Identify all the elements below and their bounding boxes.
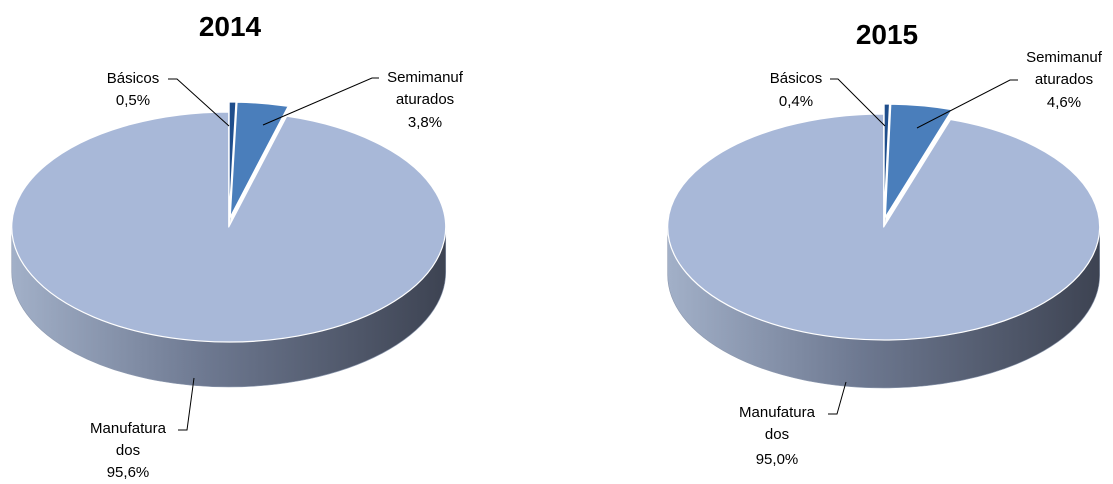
slice-name-line: Manufatura (90, 420, 167, 437)
svg-text:aturados: aturados (396, 91, 454, 108)
pie-slice-b-sicos (228, 101, 237, 218)
pie-chart-2014: 2014 Básicos 0,5% Semimanuf aturados 3,8… (11, 11, 464, 481)
pie-slice-manufaturados (11, 111, 447, 343)
leader-line (178, 377, 195, 431)
slice-value-label: 4,6% (1047, 94, 1081, 111)
svg-text:aturados: aturados (1035, 71, 1093, 88)
slice-value-label: 95,6% (107, 464, 150, 481)
pie-slice-b-sicos (883, 103, 891, 218)
svg-text:dos: dos (765, 426, 789, 443)
slice-name-line: Básicos (770, 70, 823, 87)
chart-title: 2014 (199, 11, 262, 42)
svg-text:Manufatura: Manufatura (739, 404, 816, 421)
slice-value-label: 0,5% (116, 92, 150, 109)
leader-line (916, 79, 1018, 129)
slice-label-semimanufaturados: Semimanuf aturados 4,6% (916, 49, 1103, 129)
pie-slice-semimanufaturados (229, 101, 289, 218)
slice-value-label: 95,0% (756, 451, 799, 468)
chart-title: 2015 (856, 19, 918, 50)
slice-label-manufaturados: Manufatura dos 95,0% (739, 381, 847, 468)
leader-line (168, 78, 230, 127)
leader-line (262, 77, 379, 126)
slice-value-label: 0,4% (779, 93, 813, 110)
svg-text:Semimanuf: Semimanuf (1026, 49, 1103, 66)
slice-label-semimanufaturados: Semimanuf aturados 3,8% (262, 69, 464, 131)
slice-name-line: Básicos (107, 70, 160, 87)
slice-name-line: dos (116, 442, 140, 459)
svg-text:Semimanuf: Semimanuf (387, 69, 464, 86)
slice-label-basicos: Básicos 0,5% (107, 70, 230, 127)
svg-text:Básicos: Básicos (770, 70, 823, 87)
leader-line (828, 381, 847, 415)
slice-name-line: Manufatura (739, 404, 816, 421)
svg-text:Básicos: Básicos (107, 70, 160, 87)
slice-value-label: 3,8% (408, 114, 442, 131)
slice-name-line: dos (765, 426, 789, 443)
slice-name-line: Semimanuf (387, 69, 464, 86)
slice-label-manufaturados: Manufatura dos 95,6% (90, 377, 195, 481)
slice-name-line: aturados (1035, 71, 1093, 88)
pie-slice-manufaturados (667, 113, 1101, 341)
slice-name-line: aturados (396, 91, 454, 108)
svg-text:dos: dos (116, 442, 140, 459)
leader-line (830, 78, 886, 127)
slice-label-basicos: Básicos 0,4% (770, 70, 886, 127)
slice-name-line: Semimanuf (1026, 49, 1103, 66)
svg-text:Manufatura: Manufatura (90, 420, 167, 437)
pie-chart-2015: 2015 Básicos 0,4% Semimanuf aturados 4,6… (667, 19, 1103, 468)
